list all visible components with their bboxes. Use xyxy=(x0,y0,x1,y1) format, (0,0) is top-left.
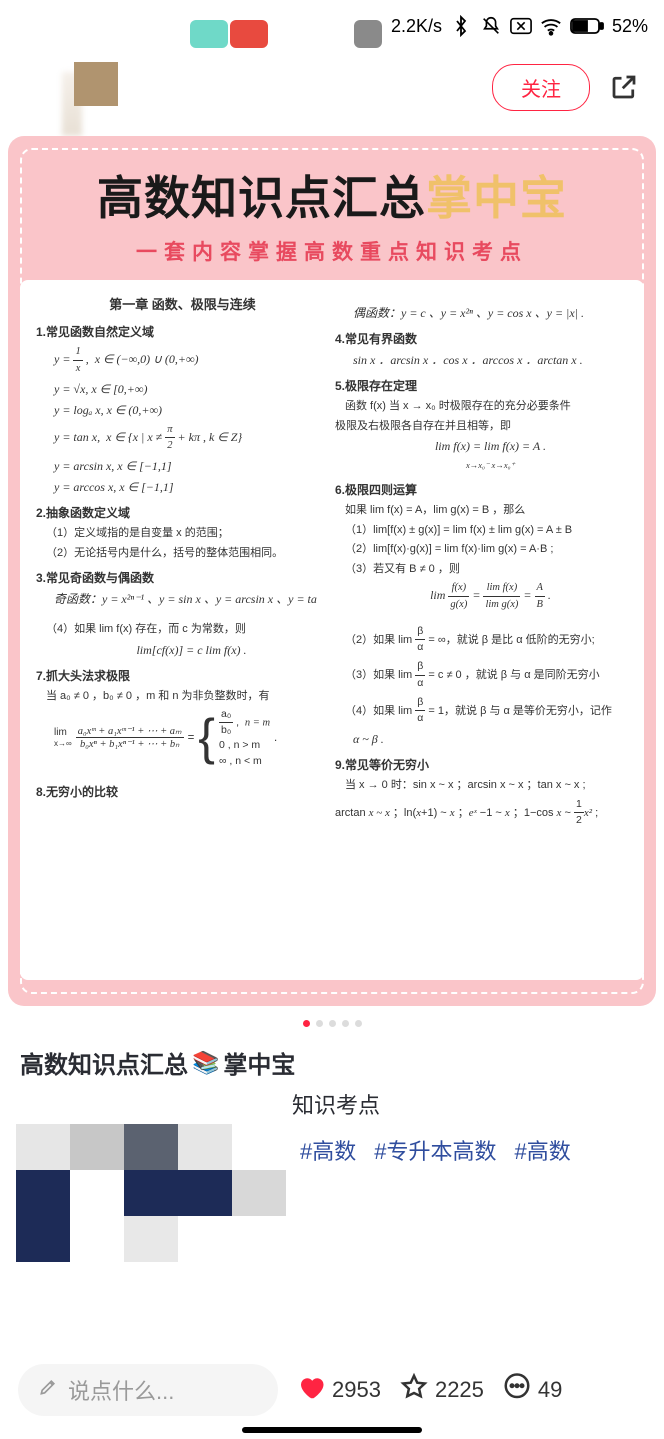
sec8-title: 8.无穷小的比较 xyxy=(36,783,329,800)
status-app-blobs xyxy=(190,20,382,48)
chapter-title: 第一章 函数、极限与连续 xyxy=(36,294,329,313)
card-title: 高数知识点汇总掌中宝 xyxy=(20,162,644,228)
home-indicator[interactable] xyxy=(242,1427,422,1433)
mute-icon xyxy=(480,15,502,37)
sheet-col-left: 第一章 函数、极限与连续 1.常见函数自然定义域 y = 1x , x ∈ (−… xyxy=(36,294,329,966)
pagination-dot[interactable] xyxy=(316,1020,323,1027)
note-text: （1）定义域指的是自变量 x 的范围； xyxy=(36,525,329,542)
card-title-accent: 掌中宝 xyxy=(426,172,567,224)
formula: y = √x, x ∈ [0,+∞) xyxy=(36,380,329,398)
formula: lim f(x) = lim f(x) = A . x→x₀⁻ x→x₀⁺ xyxy=(335,437,628,473)
note-text: arctan x ~ x ；ln(x+1) ~ x ；eˣ −1 ~ x ；1−… xyxy=(335,797,628,830)
paper-sheet: 第一章 函数、极限与连续 1.常见函数自然定义域 y = 1x , x ∈ (−… xyxy=(20,280,644,980)
post-title-post: 掌中宝 xyxy=(223,1045,295,1080)
pagination-dots xyxy=(0,1020,664,1027)
avatar[interactable] xyxy=(74,62,118,106)
comment-icon xyxy=(502,1372,532,1409)
blocked-icon xyxy=(510,15,532,37)
note-text: 函数 f(x) 当 x → x₀ 时极限存在的充分必要条件 xyxy=(335,398,628,415)
status-blob xyxy=(354,20,382,48)
note-text: 当 a₀ ≠ 0 ，b₀ ≠ 0 ，m 和 n 为非负整数时，有 xyxy=(36,688,329,705)
formula: sin x ．arcsin x ．cos x ．arccos x ．arctan… xyxy=(335,351,628,369)
status-bar: 2.2K/s 52% xyxy=(0,0,664,52)
post-header: 关注 xyxy=(0,52,664,122)
note-text: （3）若又有 B ≠ 0 ，则 xyxy=(335,561,628,578)
pagination-dot[interactable] xyxy=(342,1020,349,1027)
formula: y = tan x, x ∈ {x | x ≠ π2 + kπ , k ∈ Z} xyxy=(36,422,329,455)
note-text: （2）如果 lim βα = ∞，就说 β 是比 α 低阶的无穷小; xyxy=(335,624,628,657)
note-text: 极限及右极限各自存在并且相等，即 xyxy=(335,418,628,435)
formula: y = arccos x, x ∈ [−1,1] xyxy=(36,478,329,496)
post-subtext: 知识考点 xyxy=(292,1088,644,1120)
status-blob xyxy=(230,20,268,48)
hashtag[interactable]: #高数 xyxy=(515,1134,571,1166)
case: ∞ , n < m xyxy=(219,754,270,769)
sec4-title: 4.常见有界函数 xyxy=(335,330,628,347)
comment-action[interactable]: 49 xyxy=(502,1372,562,1409)
note-text: （3）如果 lim βα = c ≠ 0 ，就说 β 与 α 是同阶无穷小 xyxy=(335,659,628,692)
wifi-icon xyxy=(540,15,562,37)
share-button[interactable] xyxy=(604,67,644,107)
follow-button[interactable]: 关注 xyxy=(492,64,590,111)
case: a₀b₀ , n = m xyxy=(219,707,270,738)
note-text: （2）无论括号内是什么，括号的整体范围相同。 xyxy=(36,545,329,562)
bottom-bar: 说点什么... 2953 2225 49 xyxy=(0,1341,664,1439)
comment-input[interactable]: 说点什么... xyxy=(18,1364,278,1416)
limit-den: b₀xⁿ + b₁xⁿ⁻¹ + ⋯ + bₙ xyxy=(76,738,184,750)
status-blob xyxy=(190,20,228,48)
formula: 偶函数：y = c 、y = x²ⁿ 、y = cos x 、y = |x| . xyxy=(335,304,628,322)
post-title-pre: 高数知识点汇总 xyxy=(20,1045,188,1080)
sec2-title: 2.抽象函数定义域 xyxy=(36,504,329,521)
sec3-title: 3.常见奇函数与偶函数 xyxy=(36,569,329,586)
note-text: 如果 lim f(x) = A，lim g(x) = B ，那么 xyxy=(335,502,628,519)
sec6-title: 6.极限四则运算 xyxy=(335,481,628,498)
case: 0 , n > m xyxy=(219,738,270,753)
heart-icon xyxy=(296,1372,326,1409)
pagination-dot[interactable] xyxy=(303,1020,310,1027)
limit-num: a₀xᵐ + a₁xᵐ⁻¹ + ⋯ + aₘ xyxy=(76,725,184,738)
sec9-title: 9.常见等价无穷小 xyxy=(335,756,628,773)
formula: α ~ β . xyxy=(335,730,628,748)
pagination-dot[interactable] xyxy=(329,1020,336,1027)
post-title: 高数知识点汇总 📚 掌中宝 xyxy=(20,1045,644,1080)
books-icon: 📚 xyxy=(192,1050,219,1076)
note-text: 当 x → 0 时：sin x ~ x ；arcsin x ~ x ；tan x… xyxy=(335,777,628,794)
content-card[interactable]: 高数知识点汇总掌中宝 一套内容掌握高数重点知识考点 第一章 函数、极限与连续 1… xyxy=(8,136,656,1006)
comment-placeholder: 说点什么... xyxy=(68,1374,174,1406)
piecewise-limit: limx→∞ a₀xᵐ + a₁xᵐ⁻¹ + ⋯ + aₘ b₀xⁿ + b₁x… xyxy=(54,707,329,769)
sec7-title: 7.抓大头法求极限 xyxy=(36,667,329,684)
formula: y = 1x , x ∈ (−∞,0) ∪ (0,+∞) xyxy=(36,344,329,377)
card-title-main: 高数知识点汇总 xyxy=(97,172,426,224)
formula: lim f(x)g(x) = lim f(x)lim g(x) = AB . xyxy=(335,580,628,613)
note-text: （1）lim[f(x) ± g(x)] = lim f(x) ± lim g(x… xyxy=(335,522,628,539)
formula: y = logₐ x, x ∈ (0,+∞) xyxy=(36,401,329,419)
note-text: （4）如果 lim βα = 1，就说 β 与 α 是等价无穷小，记作 xyxy=(335,695,628,728)
sheet-col-right: 偶函数：y = c 、y = x²ⁿ 、y = cos x 、y = |x| .… xyxy=(335,294,628,966)
formula: 奇函数：y = x²ⁿ⁻¹ 、y = sin x 、y = arcsin x 、… xyxy=(36,590,329,608)
star-action[interactable]: 2225 xyxy=(399,1372,484,1409)
comment-count: 49 xyxy=(538,1377,562,1403)
blurred-region xyxy=(16,1124,286,1262)
hashtag[interactable]: #专升本高数 xyxy=(374,1134,496,1166)
note-text: （4）如果 lim f(x) 存在，而 c 为常数，则 xyxy=(36,621,329,638)
star-count: 2225 xyxy=(435,1377,484,1403)
pagination-dot[interactable] xyxy=(355,1020,362,1027)
card-subtitle: 一套内容掌握高数重点知识考点 xyxy=(20,236,644,266)
formula: y = arcsin x, x ∈ [−1,1] xyxy=(36,457,329,475)
battery-percent: 52% xyxy=(612,16,648,37)
star-icon xyxy=(399,1372,429,1409)
sec1-title: 1.常见函数自然定义域 xyxy=(36,323,329,340)
bluetooth-icon xyxy=(450,15,472,37)
hashtag[interactable]: #高数 xyxy=(300,1134,356,1166)
battery-icon xyxy=(570,15,604,37)
like-count: 2953 xyxy=(332,1377,381,1403)
note-text: （2）lim[f(x)·g(x)] = lim f(x)·lim g(x) = … xyxy=(335,541,628,558)
like-action[interactable]: 2953 xyxy=(296,1372,381,1409)
pencil-icon xyxy=(38,1377,58,1403)
sec5-title: 5.极限存在定理 xyxy=(335,377,628,394)
network-speed: 2.2K/s xyxy=(391,16,442,37)
hashtag-row: #高数 #专升本高数 #高数 xyxy=(300,1134,644,1166)
formula: lim[cf(x)] = c lim f(x) . xyxy=(36,641,329,659)
